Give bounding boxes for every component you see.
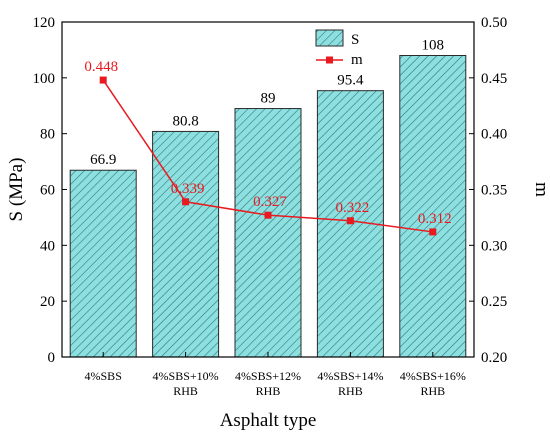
y2-tick-label-6: 0.50 (481, 15, 507, 31)
bar-label-4: 108 (422, 38, 445, 54)
legend-label-s: S (351, 32, 359, 48)
bar-label-1: 80.8 (172, 113, 198, 129)
line-label-4: 0.312 (418, 211, 452, 227)
bar-label-2: 89 (261, 91, 276, 107)
y-tick-label-5: 100 (33, 71, 56, 87)
point-m-0 (99, 76, 107, 84)
y-tick-label-1: 20 (40, 294, 55, 310)
y2-tick-label-1: 0.25 (481, 294, 507, 310)
y2-tick-label-5: 0.45 (481, 71, 507, 87)
bar-s-1 (152, 130, 220, 358)
point-m-2 (264, 211, 272, 219)
x-tick-label-1: 4%SBS+10% RHB (153, 369, 219, 398)
x-tick-label-2: 4%SBS+12% RHB (235, 369, 301, 398)
y2-tick-label-0: 0.20 (481, 350, 507, 366)
point-m-3 (346, 217, 354, 225)
point-m-1 (182, 198, 190, 206)
bar-s-0 (69, 169, 137, 358)
line-label-1: 0.339 (171, 181, 205, 197)
line-label-0: 0.448 (84, 59, 118, 75)
bar-label-3: 95.4 (337, 73, 364, 89)
legend-marker-m (326, 56, 333, 64)
y-tick-label-6: 120 (33, 15, 56, 31)
x-tick-label-3: 4%SBS+14% RHB (317, 369, 383, 398)
y-axis-title: S (MPa) (6, 158, 27, 222)
y2-axis-title: m (531, 182, 550, 197)
bar-label-0: 66.9 (90, 152, 116, 168)
y-tick-label-0: 0 (48, 350, 56, 366)
point-m-4 (429, 228, 437, 236)
y2-tick-label-3: 0.35 (481, 183, 507, 199)
legend-swatch-s (315, 29, 344, 47)
y-tick-label-3: 60 (40, 183, 55, 199)
x-tick-label-0: 4%SBS (85, 369, 122, 383)
bar-s-2 (234, 108, 302, 358)
line-label-2: 0.327 (253, 194, 287, 210)
line-label-3: 0.322 (336, 200, 370, 216)
x-axis-title: Asphalt type (220, 410, 317, 431)
y2-tick-label-2: 0.30 (481, 238, 507, 254)
bar-s-4 (399, 55, 467, 358)
y-tick-label-4: 80 (40, 127, 55, 143)
y-tick-label-2: 40 (40, 238, 55, 254)
x-tick-label-4: 4%SBS+16% RHB (400, 369, 466, 398)
legend-label-m: m (351, 52, 363, 68)
y2-tick-label-4: 0.40 (481, 127, 507, 143)
